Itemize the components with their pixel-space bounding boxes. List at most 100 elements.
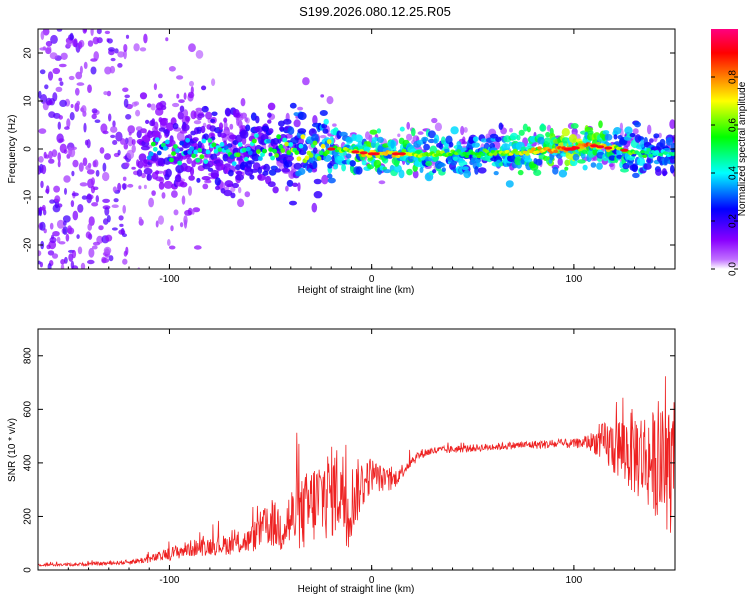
heatmap-cell — [123, 143, 129, 150]
heatmap-cell — [480, 138, 488, 143]
heatmap-cell — [229, 123, 234, 130]
heatmap-cell — [113, 198, 119, 203]
heatmap-cell — [58, 63, 67, 68]
heatmap-cell — [87, 259, 95, 265]
heatmap-cell — [274, 153, 279, 158]
heatmap-cell — [643, 163, 652, 170]
heatmap-cell — [139, 92, 148, 100]
heatmap-cell — [146, 103, 152, 108]
heatmap-cell — [105, 234, 113, 242]
heatmap-cell — [191, 16, 196, 23]
heatmap-cell — [184, 209, 192, 216]
heatmap-cell — [260, 152, 265, 158]
heatmap-cell — [51, 149, 58, 158]
heatmap-cell — [632, 128, 639, 135]
heatmap-cell — [522, 123, 529, 132]
heatmap-cell — [45, 185, 50, 195]
heatmap-cell — [181, 123, 190, 132]
heatmap-cell — [267, 119, 272, 124]
y-tick-label: -20 — [23, 237, 34, 252]
heatmap-cell — [59, 143, 67, 154]
heatmap-cell — [117, 63, 123, 68]
heatmap-cell — [546, 124, 552, 132]
heatmap-cell — [210, 153, 218, 161]
heatmap-cell — [122, 87, 129, 93]
heatmap-cell — [38, 260, 41, 265]
heatmap-cell — [257, 173, 266, 181]
heatmap-cell — [202, 183, 209, 190]
heatmap-cell — [439, 143, 444, 150]
heatmap-cell — [124, 137, 129, 145]
heatmap-cell — [63, 220, 67, 226]
heatmap-cell — [57, 152, 61, 162]
heatmap-cell — [123, 49, 127, 60]
heatmap-cell — [382, 169, 392, 174]
heatmap-cell — [51, 253, 59, 259]
heatmap-cell — [168, 245, 176, 250]
heatmap-cell — [138, 216, 142, 222]
heatmap-cell — [168, 66, 176, 72]
heatmap-cell — [83, 61, 88, 69]
heatmap-cell — [188, 186, 192, 196]
heatmap-cell — [333, 163, 339, 170]
heatmap-cell — [174, 174, 182, 183]
heatmap-cell — [87, 223, 92, 231]
heatmap-cell — [93, 51, 99, 61]
heatmap-cell — [266, 138, 271, 144]
heatmap-cell — [159, 117, 168, 126]
spectrogram-y-axis: -20 -10 0 10 20 — [23, 47, 675, 252]
heatmap-cell — [127, 125, 135, 134]
heatmap-cell — [163, 145, 168, 151]
heatmap-cell — [122, 258, 128, 265]
heatmap-cell — [272, 148, 277, 154]
heatmap-cell — [669, 119, 675, 130]
heatmap-cell — [186, 157, 192, 165]
heatmap-cell — [179, 222, 184, 228]
heatmap-cell — [115, 131, 123, 142]
heatmap-cell — [45, 154, 49, 159]
heatmap-cell — [210, 118, 216, 123]
heatmap-cell — [312, 115, 318, 125]
heatmap-cell — [361, 160, 367, 166]
heatmap-cell — [278, 144, 284, 150]
heatmap-cell — [104, 66, 112, 75]
heatmap-cell — [77, 246, 83, 255]
heatmap-cell — [195, 50, 204, 59]
heatmap-cell — [297, 106, 304, 111]
heatmap-cell — [411, 127, 416, 137]
heatmap-cell — [274, 168, 282, 173]
heatmap-cell — [572, 153, 580, 161]
heatmap-cell — [138, 185, 142, 190]
heatmap-cell — [268, 152, 273, 157]
heatmap-cell — [117, 182, 122, 192]
heatmap-cell — [224, 186, 230, 191]
heatmap-cell — [92, 36, 100, 45]
heatmap-cell — [141, 172, 146, 179]
heatmap-cell — [376, 128, 382, 134]
heatmap-cell — [393, 160, 400, 167]
colorbar-tick-label: 0.8 — [728, 70, 739, 84]
heatmap-cell — [164, 128, 170, 137]
heatmap-cell — [124, 94, 130, 99]
heatmap-cell — [244, 117, 248, 123]
heatmap-cell — [378, 180, 386, 185]
heatmap-cell — [188, 175, 195, 181]
heatmap-cell — [258, 156, 263, 161]
heatmap-cell — [255, 115, 260, 124]
heatmap-cell — [71, 192, 79, 197]
heatmap-cell — [133, 43, 140, 52]
heatmap-cell — [120, 138, 126, 145]
heatmap-cell — [319, 135, 327, 139]
y-tick-label: 200 — [23, 508, 34, 525]
heatmap-cell — [146, 173, 152, 181]
heatmap-cell — [231, 161, 237, 167]
heatmap-cell — [272, 186, 279, 194]
heatmap-cell — [218, 122, 224, 130]
heatmap-cell — [224, 107, 231, 117]
heatmap-cell — [93, 159, 99, 168]
heatmap-cell — [197, 141, 202, 149]
heatmap-cell — [516, 134, 521, 141]
heatmap-cell — [284, 141, 290, 147]
heatmap-cell — [285, 185, 289, 192]
heatmap-cell — [192, 137, 199, 142]
